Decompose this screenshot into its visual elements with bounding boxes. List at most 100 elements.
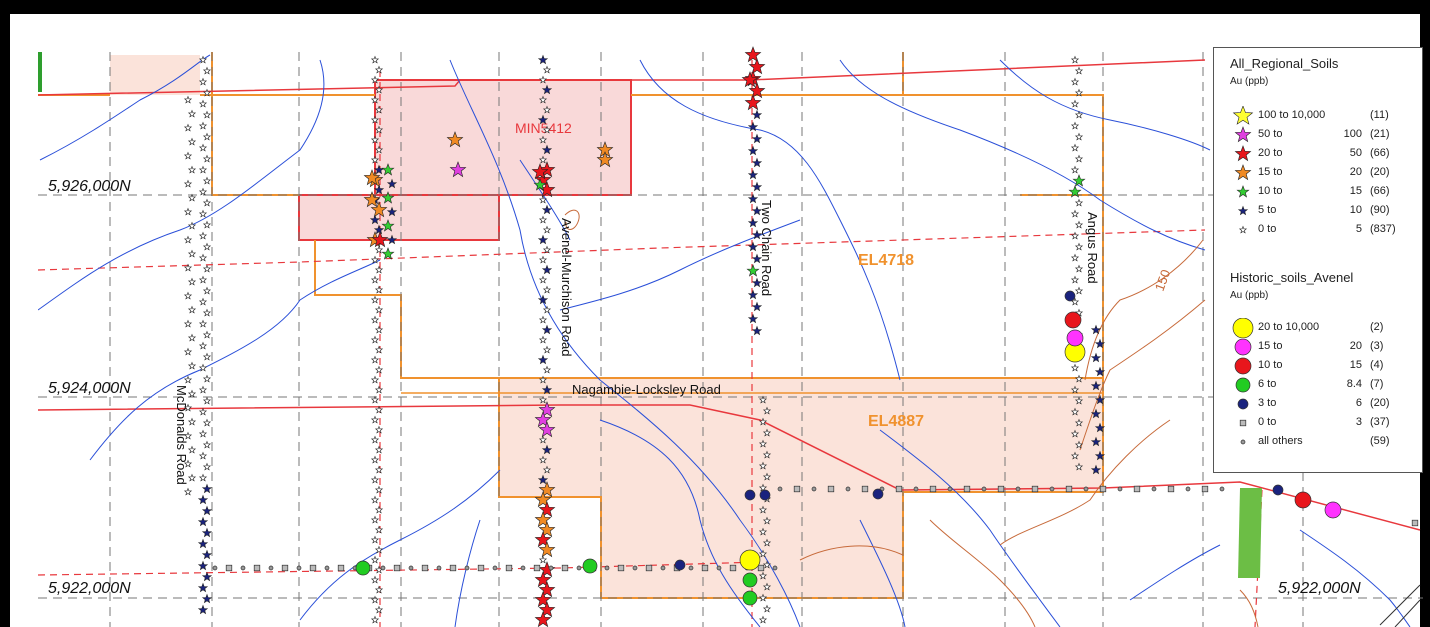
sample-star bbox=[747, 217, 759, 228]
sample-circle bbox=[688, 565, 694, 571]
sample-square bbox=[793, 485, 801, 493]
sample-star bbox=[198, 429, 208, 438]
legend-count: (37) bbox=[1370, 416, 1390, 428]
sample-circle bbox=[1083, 486, 1089, 492]
sample-star bbox=[1074, 264, 1084, 273]
sample-star bbox=[751, 109, 763, 120]
sample-star bbox=[534, 491, 552, 508]
sample-star bbox=[542, 105, 552, 114]
sample-square bbox=[225, 564, 233, 572]
sample-star bbox=[198, 143, 208, 152]
sample-star bbox=[538, 315, 548, 324]
sample-star bbox=[202, 198, 212, 207]
legend-count: (66) bbox=[1370, 185, 1390, 197]
sample-star bbox=[370, 575, 380, 584]
legend-row: 10 to 15 (66) bbox=[1214, 182, 1424, 202]
legend-title-regional: All_Regional_Soils bbox=[1230, 56, 1339, 71]
sample-star bbox=[187, 361, 197, 370]
sample-circle bbox=[1219, 486, 1225, 492]
sample-star bbox=[751, 205, 763, 216]
sample-star bbox=[751, 133, 763, 144]
sample-star bbox=[1070, 77, 1080, 86]
sample-star bbox=[370, 135, 380, 144]
sample-square bbox=[281, 564, 289, 572]
legend-circle-icon bbox=[1235, 377, 1251, 393]
sample-star bbox=[202, 176, 212, 185]
frame-right bbox=[1420, 0, 1430, 627]
sample-star bbox=[1070, 429, 1080, 438]
sample-star bbox=[1090, 464, 1102, 475]
tenement-label-el4718: EL4718 bbox=[858, 252, 914, 269]
sample-circle bbox=[1117, 486, 1123, 492]
sample-circle bbox=[464, 565, 470, 571]
northing-label: 5,922,000N bbox=[1278, 580, 1361, 597]
sample-star bbox=[198, 473, 208, 482]
sample-star bbox=[187, 389, 197, 398]
northing-labels: 5,926,000N 5,924,000N 5,922,000N 5,922,0… bbox=[48, 178, 1361, 597]
sample-circle bbox=[742, 572, 758, 588]
sample-star bbox=[541, 384, 553, 395]
sample-star bbox=[446, 131, 464, 148]
sample-star bbox=[537, 114, 549, 125]
sample-star bbox=[198, 231, 208, 240]
sample-star bbox=[1074, 396, 1084, 405]
legend-square-icon bbox=[1239, 419, 1247, 427]
sample-square bbox=[997, 485, 1005, 493]
legend-star-icon bbox=[1237, 205, 1249, 216]
sample-star bbox=[370, 55, 380, 64]
sample-star bbox=[198, 209, 208, 218]
sample-star bbox=[534, 611, 552, 627]
legend-range-from: 6 to bbox=[1258, 378, 1277, 390]
sample-star bbox=[1074, 440, 1084, 449]
legend-count: (66) bbox=[1370, 147, 1390, 159]
sample-star bbox=[187, 305, 197, 314]
sample-star bbox=[758, 527, 768, 536]
sample-star bbox=[374, 305, 384, 314]
sample-circle bbox=[355, 560, 371, 576]
sample-star bbox=[198, 385, 208, 394]
sample-circle bbox=[1294, 491, 1312, 509]
sample-star bbox=[198, 55, 208, 64]
legend-title-historic: Historic_soils_Avenel bbox=[1230, 270, 1354, 285]
sample-star bbox=[198, 253, 208, 262]
sample-star bbox=[183, 487, 193, 496]
sample-square bbox=[449, 564, 457, 572]
sample-star bbox=[744, 94, 762, 111]
sample-star bbox=[538, 601, 556, 618]
legend-count: (11) bbox=[1370, 109, 1389, 121]
sample-star bbox=[538, 95, 548, 104]
sample-star bbox=[183, 403, 193, 412]
sample-circle bbox=[1324, 501, 1342, 519]
road-label-two-chain: Two Chain Road bbox=[759, 200, 774, 296]
sample-star bbox=[369, 214, 381, 225]
sample-circle bbox=[845, 486, 851, 492]
sample-star bbox=[541, 444, 553, 455]
sample-star bbox=[1074, 198, 1084, 207]
sample-star bbox=[198, 77, 208, 86]
sample-star bbox=[538, 75, 548, 84]
legend-star-icon bbox=[1232, 106, 1254, 125]
legend-range-from: all others bbox=[1258, 435, 1303, 447]
sample-star bbox=[537, 474, 549, 485]
legend-symbol bbox=[1234, 164, 1252, 181]
sample-circle bbox=[632, 565, 638, 571]
sample-star bbox=[762, 604, 772, 613]
sample-star bbox=[374, 385, 384, 394]
sample-star bbox=[538, 275, 548, 284]
sample-star bbox=[370, 115, 380, 124]
legend-circle-icon bbox=[1237, 398, 1249, 410]
sample-star bbox=[758, 395, 768, 404]
legend-symbol bbox=[1232, 106, 1254, 125]
legend-symbol bbox=[1234, 145, 1252, 162]
legend-range-to: 15 bbox=[1349, 359, 1362, 371]
sample-star bbox=[370, 415, 380, 424]
northing-label: 5,924,000N bbox=[48, 380, 131, 397]
sample-star bbox=[748, 58, 766, 75]
sample-star bbox=[1090, 324, 1102, 335]
sample-star bbox=[370, 355, 380, 364]
sample-square bbox=[895, 485, 903, 493]
legend-symbol bbox=[1237, 205, 1249, 216]
legend-range-from: 100 to 10,000 bbox=[1258, 109, 1326, 121]
sample-star bbox=[1094, 394, 1106, 405]
